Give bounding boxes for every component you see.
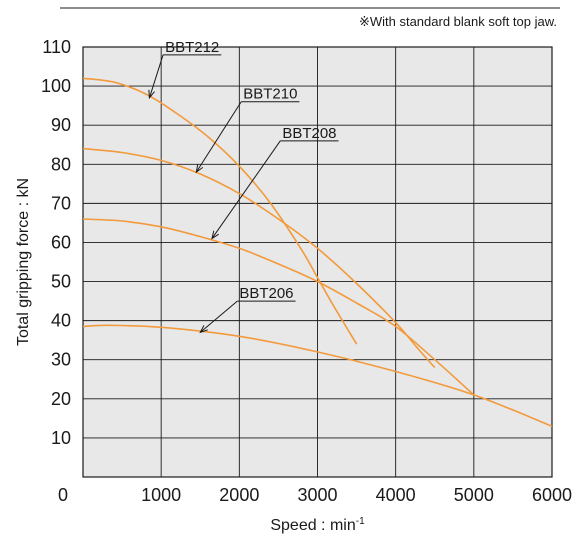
y-tick-label-100: 100	[41, 76, 71, 96]
x-tick-label-0: 0	[58, 485, 68, 505]
x-tick-labels: 0 1000 2000 3000 4000 5000 6000	[58, 485, 572, 505]
leader-line-bbt206	[199, 300, 238, 333]
series-label-bbt212: BBT212	[165, 39, 219, 56]
series-line-bbt212	[82, 77, 358, 345]
leader-arrowhead-bbt206	[199, 325, 208, 334]
leader-arrowhead-bbt210	[195, 164, 204, 174]
leader-line-bbt212	[148, 54, 164, 98]
y-tick-label-20: 20	[51, 389, 71, 409]
y-tick-label-90: 90	[51, 115, 71, 135]
series-label-bbt208: BBT208	[282, 125, 336, 142]
x-tick-label-2000: 2000	[219, 485, 259, 505]
series-labels: BBT212 BBT210 BBT208 BBT206	[148, 39, 339, 334]
series-line-bbt208	[82, 218, 475, 396]
series-line-bbt206	[82, 324, 553, 427]
y-tick-label-40: 40	[51, 311, 71, 331]
y-tick-label-70: 70	[51, 193, 71, 213]
series-line-bbt210	[82, 147, 436, 369]
y-tick-label-30: 30	[51, 350, 71, 370]
x-tick-label-1000: 1000	[141, 485, 181, 505]
y-tick-label-10: 10	[51, 428, 71, 448]
y-tick-label-50: 50	[51, 272, 71, 292]
y-tick-label-60: 60	[51, 232, 71, 252]
leader-arrowhead-bbt212	[148, 89, 155, 100]
leader-line-bbt208	[211, 140, 281, 239]
y-tick-label-80: 80	[51, 154, 71, 174]
leader-line-bbt210	[195, 101, 242, 173]
y-axis-label: Total gripping force : kN	[15, 178, 32, 346]
x-tick-label-6000: 6000	[532, 485, 572, 505]
x-axis-label: Speed : min-1	[270, 516, 365, 534]
leader-arrowhead-bbt208	[211, 230, 219, 240]
x-tick-label-3000: 3000	[297, 485, 337, 505]
footnote: ※With standard blank soft top jaw.	[358, 14, 557, 29]
series-label-bbt206: BBT206	[239, 285, 293, 302]
y-tick-labels: 10 20 30 40 50 60 70 80 90 100 110	[41, 37, 71, 448]
y-tick-label-110: 110	[42, 37, 71, 57]
grid	[83, 47, 552, 477]
x-tick-label-4000: 4000	[376, 485, 416, 505]
x-tick-label-5000: 5000	[454, 485, 494, 505]
series-label-bbt210: BBT210	[243, 86, 297, 103]
curves	[82, 77, 553, 427]
